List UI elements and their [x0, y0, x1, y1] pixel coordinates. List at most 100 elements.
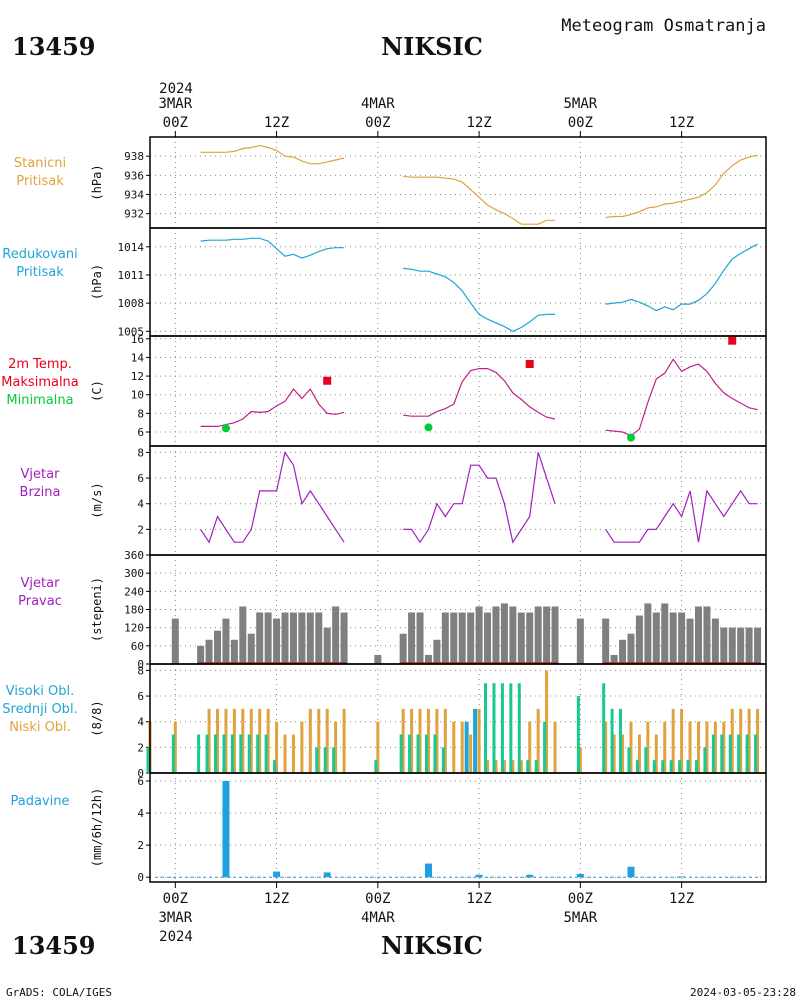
top-year-label: 2024 — [159, 81, 193, 97]
y-tick-label: 938 — [124, 150, 144, 163]
wind-direction-bar — [230, 639, 238, 664]
bottom-hour-label: 12Z — [669, 891, 694, 907]
panel-label: Niski Obl. — [9, 720, 71, 735]
low-cloud-bar — [730, 708, 734, 773]
y-axis-label: (m/s) — [90, 482, 104, 518]
tmin-marker — [221, 424, 230, 433]
y-tick-label: 936 — [124, 169, 144, 182]
panel-frame — [149, 445, 767, 556]
mid-cloud-bar — [500, 683, 504, 773]
station-id-top: 13459 — [12, 32, 96, 61]
mid-cloud-bar — [332, 747, 336, 773]
wind-direction-bar — [610, 654, 618, 664]
y-axis-label: (hPa) — [90, 164, 104, 200]
wind-direction-bar — [306, 612, 314, 664]
credit-text: GrADS: COLA/IGES — [6, 986, 112, 999]
y-tick-label: 4 — [137, 716, 144, 729]
low-cloud-bar — [519, 760, 523, 773]
y-tick-label: 2 — [137, 523, 144, 536]
low-cloud-bar — [663, 721, 667, 773]
wind-direction-bar — [374, 654, 382, 664]
mid-cloud-bar — [745, 734, 749, 773]
wind-direction-bar — [416, 612, 424, 664]
top-date-label: 4MAR — [361, 96, 395, 112]
series-line — [200, 144, 345, 165]
series-line — [605, 358, 758, 437]
low-cloud-bar — [722, 721, 726, 773]
panel-precipitation: 0 2 4 6 (mm/6h/12h) Padavine — [11, 772, 767, 884]
panel-frame — [149, 772, 767, 883]
wind-direction-bar — [669, 612, 677, 664]
low-cloud-bar — [511, 760, 515, 773]
low-cloud-bar — [249, 708, 253, 773]
low-cloud-bar — [713, 721, 717, 773]
y-tick-label: 1014 — [118, 241, 145, 254]
low-cloud-bar — [629, 721, 633, 773]
low-cloud-bar — [654, 734, 658, 773]
low-cloud-bar — [747, 708, 751, 773]
mid-cloud-bar — [543, 721, 547, 773]
y-tick-label: 8 — [137, 446, 144, 459]
panel-label: Pritisak — [16, 265, 64, 280]
mid-cloud-bar — [669, 760, 673, 773]
panel-reduced-pressure: 1005 1008 1011 1014 (hPa) Redukovani Pritisak — [2, 227, 767, 338]
wind-direction-bar — [509, 606, 517, 664]
low-cloud-bar — [545, 670, 549, 773]
series-line — [200, 237, 345, 259]
y-tick-label: 240 — [124, 585, 144, 598]
wind-direction-bar — [323, 627, 331, 664]
chart-title: Meteogram Osmatranja — [561, 16, 766, 36]
y-tick-label: 6 — [137, 690, 144, 703]
wind-direction-bar — [576, 618, 584, 664]
wind-direction-bar — [686, 618, 694, 664]
low-cloud-bar — [739, 708, 743, 773]
low-cloud-bar — [612, 734, 616, 773]
mid-cloud-bar — [171, 734, 175, 773]
y-tick-label: 1005 — [118, 325, 145, 338]
low-cloud-bar — [486, 760, 490, 773]
mid-cloud-bar — [635, 760, 639, 773]
low-cloud-bar — [216, 708, 220, 773]
wind-direction-bar — [517, 612, 525, 664]
mid-cloud-bar — [247, 734, 251, 773]
y-tick-label: 0 — [137, 767, 144, 780]
low-cloud-bar — [241, 708, 245, 773]
low-cloud-bar — [258, 708, 262, 773]
low-cloud-bar — [688, 721, 692, 773]
low-cloud-bar — [502, 760, 506, 773]
precip-bar — [678, 876, 686, 878]
mid-cloud-bar — [610, 708, 614, 773]
wind-direction-bar — [543, 606, 551, 664]
mid-cloud-bar — [619, 708, 623, 773]
mid-cloud-bar — [315, 747, 319, 773]
wind-direction-bar — [534, 606, 542, 664]
bottom-hour-label: 00Z — [365, 891, 390, 907]
series-line — [403, 175, 555, 225]
low-cloud-bar — [553, 721, 557, 773]
y-tick-label: 60 — [131, 640, 144, 653]
low-cloud-bar — [536, 708, 540, 773]
panel-label: Maksimalna — [1, 375, 79, 390]
panel-label: Visoki Obl. — [6, 684, 74, 699]
wind-direction-bar — [475, 606, 483, 664]
mid-cloud-bar — [433, 734, 437, 773]
low-cloud-bar — [266, 708, 270, 773]
mid-cloud-bar — [273, 760, 277, 773]
series-line — [403, 267, 555, 332]
wind-direction-bar — [408, 612, 416, 664]
wind-direction-bar — [627, 633, 635, 664]
station-id-bottom: 13459 — [12, 931, 96, 960]
panel-label: Brzina — [20, 485, 61, 500]
low-cloud-bar — [317, 708, 321, 773]
wind-direction-bar — [399, 633, 407, 664]
low-cloud-bar — [452, 721, 456, 773]
panel-frame — [149, 136, 767, 229]
mid-cloud-bar — [652, 760, 656, 773]
low-cloud-bar — [621, 734, 625, 773]
low-cloud-bar — [671, 708, 675, 773]
y-tick-label: 0 — [137, 658, 144, 671]
series-line — [200, 450, 345, 544]
station-name-bottom: NIKSIC — [381, 931, 483, 960]
mid-cloud-bar — [323, 747, 327, 773]
